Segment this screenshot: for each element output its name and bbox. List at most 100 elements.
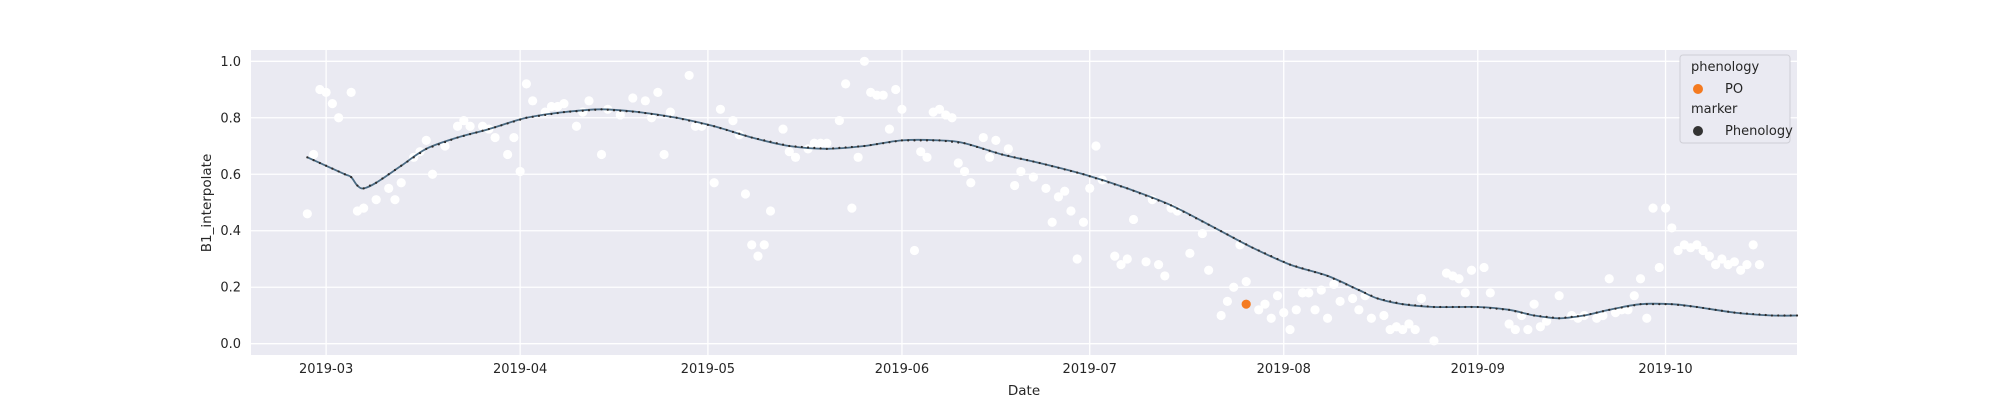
raw-observation-point <box>334 113 344 123</box>
interpolated-curve-dot <box>337 170 340 173</box>
interpolated-curve-dot <box>1526 312 1529 316</box>
raw-observation-point <box>1535 322 1545 332</box>
raw-observation-point <box>371 195 381 205</box>
interpolated-curve-dot <box>781 143 785 146</box>
x-tick-label: 2019-09 <box>1451 362 1505 377</box>
raw-observation-point <box>1216 310 1226 321</box>
legend-label-phenology: Phenology <box>1725 124 1793 139</box>
interpolated-curve-dot <box>1476 305 1479 309</box>
raw-observation-point <box>384 183 394 193</box>
y-tick-label: 0.0 <box>220 337 241 352</box>
interpolated-curve-dot <box>1226 233 1229 236</box>
interpolated-curve-dot <box>625 110 628 113</box>
raw-observation-point <box>1698 245 1708 256</box>
interpolated-curve-dot <box>1545 315 1548 318</box>
interpolated-curve-dot <box>1626 305 1630 308</box>
interpolated-curve-dot <box>900 139 904 142</box>
interpolated-curve-dot <box>994 151 997 154</box>
interpolated-curve-dot <box>1564 316 1567 319</box>
interpolated-curve-dot <box>1245 243 1248 246</box>
interpolated-curve-dot <box>1714 308 1717 311</box>
interpolated-curve-dot <box>1338 280 1342 283</box>
raw-observation-point <box>1078 217 1089 227</box>
raw-observation-point <box>1141 257 1151 267</box>
interpolated-curve-dot <box>1670 303 1673 306</box>
interpolated-curve-dot <box>1370 294 1373 297</box>
raw-observation-point <box>1354 305 1364 315</box>
raw-observation-point <box>1460 288 1470 298</box>
interpolated-curve-dot <box>1539 315 1542 318</box>
raw-observation-point <box>1648 203 1658 213</box>
raw-observation-point <box>346 87 356 97</box>
interpolated-curve-dot <box>882 142 885 145</box>
raw-observation-point <box>834 116 844 126</box>
x-tick-label: 2019-04 <box>493 362 547 377</box>
interpolated-curve-dot <box>1188 213 1191 217</box>
interpolated-curve-dot <box>1207 223 1210 226</box>
interpolated-curve-dot <box>756 137 760 141</box>
interpolated-curve-dot <box>1051 165 1054 168</box>
interpolated-curve-dot <box>1182 210 1185 213</box>
interpolated-curve-dot <box>537 114 541 117</box>
raw-observation-point <box>1404 319 1414 329</box>
raw-observation-point <box>959 166 970 177</box>
y-tick-label: 0.2 <box>220 281 241 296</box>
raw-observation-point <box>1379 310 1389 321</box>
raw-observation-point <box>1704 251 1714 261</box>
interpolated-curve-dot <box>418 151 422 155</box>
interpolated-curve-dot <box>731 130 735 133</box>
raw-observation-point <box>1266 313 1276 323</box>
interpolated-curve-dot <box>1608 308 1611 311</box>
x-tick-label: 2019-05 <box>681 362 735 377</box>
raw-observation-point <box>841 79 851 89</box>
interpolated-curve-dot <box>512 120 515 123</box>
interpolated-curve-dot <box>1257 249 1260 252</box>
raw-observation-point <box>1542 316 1552 326</box>
raw-observation-point <box>1623 305 1633 315</box>
interpolated-curve-dot <box>1501 308 1504 311</box>
raw-observation-point <box>615 110 625 120</box>
raw-observation-point <box>1197 228 1207 239</box>
raw-observation-point <box>1429 336 1439 346</box>
raw-observation-point <box>321 87 331 97</box>
raw-observation-point <box>1047 217 1057 227</box>
raw-observation-point <box>1272 291 1283 301</box>
raw-observation-point <box>1072 254 1082 264</box>
interpolated-curve-dot <box>1220 230 1223 233</box>
raw-observation-point <box>359 203 369 213</box>
interpolated-curve-dot <box>913 139 916 142</box>
raw-observation-point <box>1523 324 1533 335</box>
legend-title-marker: marker <box>1691 102 1738 117</box>
interpolated-curve-dot <box>1482 306 1486 309</box>
interpolated-curve-dot <box>406 160 409 163</box>
raw-observation-point <box>628 93 638 103</box>
interpolated-curve-dot <box>669 115 672 118</box>
raw-observation-point <box>1291 305 1301 315</box>
interpolated-curve-dot <box>400 164 403 167</box>
raw-observation-point <box>922 152 932 162</box>
interpolated-curve-dot <box>969 143 972 147</box>
interpolated-curve-dot <box>1007 154 1010 158</box>
interpolated-curve-dot <box>1138 192 1141 195</box>
raw-observation-point <box>1153 260 1164 270</box>
interpolated-curve-dot <box>1651 303 1655 306</box>
interpolated-curve-dot <box>950 140 954 143</box>
interpolated-curve-dot <box>1401 303 1404 306</box>
interpolated-curve-dot <box>713 125 716 128</box>
interpolated-curve-dot <box>1038 161 1041 165</box>
legend-marker-po <box>1693 84 1703 94</box>
interpolated-curve-dot <box>1558 317 1561 320</box>
raw-observation-point <box>1654 262 1664 273</box>
raw-observation-point <box>859 56 869 66</box>
legend: phenology PO marker Phenology <box>1679 54 1793 144</box>
interpolated-curve-dot <box>1151 196 1154 200</box>
interpolated-curve-dot <box>1019 157 1022 160</box>
raw-observation-point <box>1485 288 1495 298</box>
interpolated-curve-dot <box>1658 303 1661 306</box>
interpolated-curve-dot <box>462 134 465 137</box>
raw-observation-point <box>1254 305 1264 315</box>
raw-observation-point <box>1128 214 1139 225</box>
raw-observation-point <box>1041 183 1051 193</box>
raw-observation-point <box>503 149 513 160</box>
raw-observation-point <box>1504 319 1514 329</box>
